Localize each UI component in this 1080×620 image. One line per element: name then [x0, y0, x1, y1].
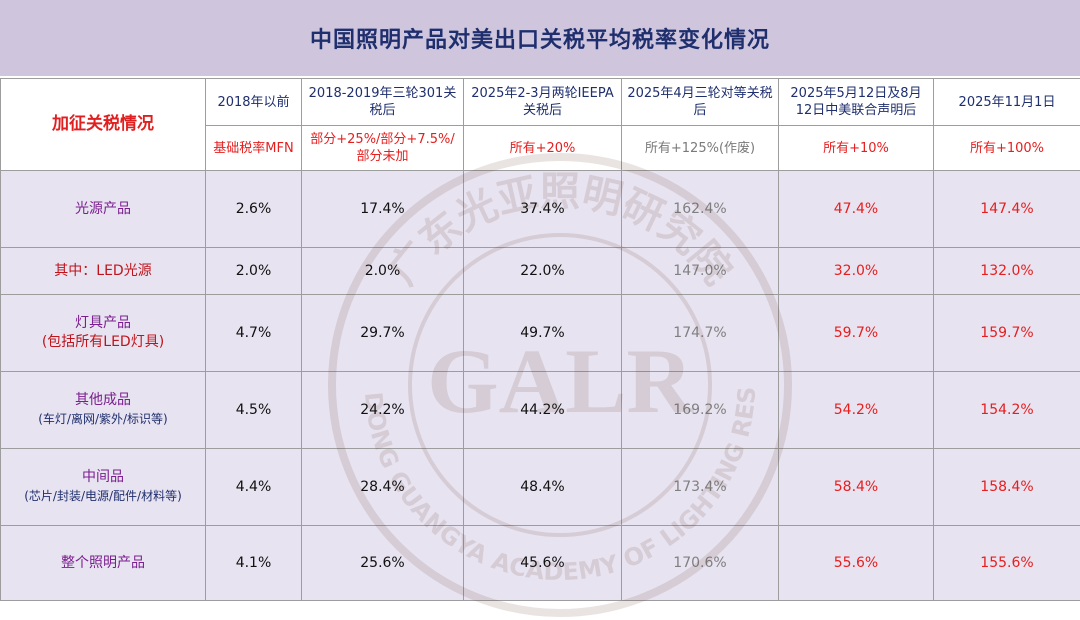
row-category: 光源产品 [1, 171, 206, 248]
table-cell: 4.1% [206, 526, 302, 601]
header-period: 2025年11月1日 [934, 79, 1080, 126]
table-cell: 162.4% [622, 171, 779, 248]
table-cell: 58.4% [779, 449, 934, 526]
table-cell: 169.2% [622, 372, 779, 449]
header-row-periods: 加征关税情况 2018年以前 2018-2019年三轮301关税后 2025年2… [1, 79, 1080, 126]
row-category-name: 中间品 [5, 468, 201, 487]
table-cell: 132.0% [934, 248, 1080, 295]
table-cell: 4.7% [206, 295, 302, 372]
row-category-sub: (包括所有LED灯具) [5, 333, 201, 352]
tariff-table: 加征关税情况 2018年以前 2018-2019年三轮301关税后 2025年2… [0, 78, 1080, 601]
row-category-name: 其中：LED光源 [54, 263, 151, 279]
table-cell: 49.7% [464, 295, 622, 372]
table-cell: 2.0% [302, 248, 464, 295]
row-category-name: 其他成品 [5, 391, 201, 410]
header-rate: 所有+20% [464, 126, 622, 171]
header-period: 2025年2-3月两轮IEEPA关税后 [464, 79, 622, 126]
row-category: 其中：LED光源 [1, 248, 206, 295]
header-period: 2025年5月12日及8月12日中美联合声明后 [779, 79, 934, 126]
table-cell: 48.4% [464, 449, 622, 526]
table-cell: 28.4% [302, 449, 464, 526]
row-category-name: 灯具产品 [5, 314, 201, 333]
table-cell: 158.4% [934, 449, 1080, 526]
header-rate: 所有+100% [934, 126, 1080, 171]
table-row: 其中：LED光源 2.0% 2.0% 22.0% 147.0% 32.0% 13… [1, 248, 1080, 295]
row-category-sub: (芯片/封装/电源/配件/材料等) [5, 487, 201, 506]
row-category: 灯具产品 (包括所有LED灯具) [1, 295, 206, 372]
table-cell: 147.0% [622, 248, 779, 295]
row-category: 其他成品 (车灯/离网/紫外/标识等) [1, 372, 206, 449]
table-cell: 174.7% [622, 295, 779, 372]
row-category: 中间品 (芯片/封装/电源/配件/材料等) [1, 449, 206, 526]
table-cell: 29.7% [302, 295, 464, 372]
row-category-name: 光源产品 [75, 201, 131, 217]
table-cell: 173.4% [622, 449, 779, 526]
table-cell: 25.6% [302, 526, 464, 601]
table-cell: 2.6% [206, 171, 302, 248]
table-row: 其他成品 (车灯/离网/紫外/标识等) 4.5% 24.2% 44.2% 169… [1, 372, 1080, 449]
header-label-text: 加征关税情况 [52, 114, 154, 134]
table-cell: 154.2% [934, 372, 1080, 449]
table-cell: 2.0% [206, 248, 302, 295]
table-cell: 54.2% [779, 372, 934, 449]
table-cell: 32.0% [779, 248, 934, 295]
table-cell: 44.2% [464, 372, 622, 449]
header-rate: 所有+125%(作废) [622, 126, 779, 171]
table-cell: 24.2% [302, 372, 464, 449]
table-cell: 17.4% [302, 171, 464, 248]
table-row: 中间品 (芯片/封装/电源/配件/材料等) 4.4% 28.4% 48.4% 1… [1, 449, 1080, 526]
table-cell: 155.6% [934, 526, 1080, 601]
table-cell: 47.4% [779, 171, 934, 248]
header-rate: 基础税率MFN [206, 126, 302, 171]
table-cell: 59.7% [779, 295, 934, 372]
table-cell: 55.6% [779, 526, 934, 601]
table-cell: 4.4% [206, 449, 302, 526]
table-cell: 170.6% [622, 526, 779, 601]
header-period: 2025年4月三轮对等关税后 [622, 79, 779, 126]
header-period: 2018-2019年三轮301关税后 [302, 79, 464, 126]
row-category: 整个照明产品 [1, 526, 206, 601]
table-row: 整个照明产品 4.1% 25.6% 45.6% 170.6% 55.6% 155… [1, 526, 1080, 601]
table-cell: 159.7% [934, 295, 1080, 372]
row-category-sub: (车灯/离网/紫外/标识等) [5, 410, 201, 429]
header-period: 2018年以前 [206, 79, 302, 126]
table-cell: 37.4% [464, 171, 622, 248]
table-cell: 22.0% [464, 248, 622, 295]
header-rate: 部分+25%/部分+7.5%/部分未加 [302, 126, 464, 171]
table-row: 光源产品 2.6% 17.4% 37.4% 162.4% 47.4% 147.4… [1, 171, 1080, 248]
table-cell: 45.6% [464, 526, 622, 601]
tariff-table-page: 中国照明产品对美出口关税平均税率变化情况 加征关税情况 2018年以前 2018… [0, 0, 1080, 602]
table-cell: 147.4% [934, 171, 1080, 248]
table-cell: 4.5% [206, 372, 302, 449]
page-title: 中国照明产品对美出口关税平均税率变化情况 [0, 0, 1080, 78]
header-label: 加征关税情况 [1, 79, 206, 171]
row-category-name: 整个照明产品 [61, 555, 145, 571]
header-rate: 所有+10% [779, 126, 934, 171]
table-row: 灯具产品 (包括所有LED灯具) 4.7% 29.7% 49.7% 174.7%… [1, 295, 1080, 372]
